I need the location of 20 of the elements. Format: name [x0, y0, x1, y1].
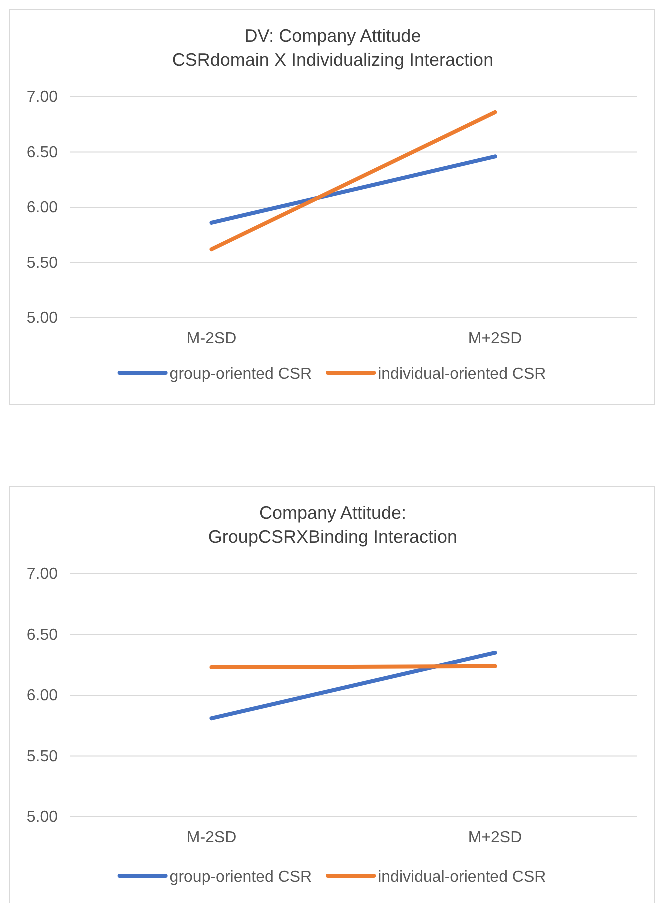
y-tick-label: 7.00	[26, 89, 58, 106]
legend-label: individual-oriented CSR	[378, 869, 546, 886]
y-tick-label: 6.50	[26, 144, 58, 162]
y-tick-label: 5.50	[26, 748, 58, 766]
y-tick-label: 5.00	[26, 809, 58, 826]
x-tick-label: M+2SD	[468, 829, 522, 846]
y-tick-label: 6.00	[26, 688, 58, 705]
y-tick-label: 5.50	[26, 254, 58, 272]
x-tick-label: M-2SD	[186, 829, 237, 846]
y-tick-label: 6.00	[26, 200, 58, 217]
y-tick-label: 5.00	[26, 310, 58, 328]
chart-title: DV: Company Attitude CSRdomain X Individualizing Interaction	[172, 26, 494, 70]
chart-title: Company Attitude: GroupCSRXBinding Interaction	[208, 503, 458, 547]
legend-label: individual-oriented CSR	[378, 366, 546, 383]
legend-label: group-oriented CSR	[170, 869, 312, 886]
x-tick-label: M-2SD	[186, 330, 237, 348]
y-tick-label: 7.00	[26, 566, 58, 584]
x-tick-label: M+2SD	[468, 330, 522, 348]
legend-label: group-oriented CSR	[170, 366, 312, 383]
y-tick-label: 6.50	[26, 626, 58, 644]
